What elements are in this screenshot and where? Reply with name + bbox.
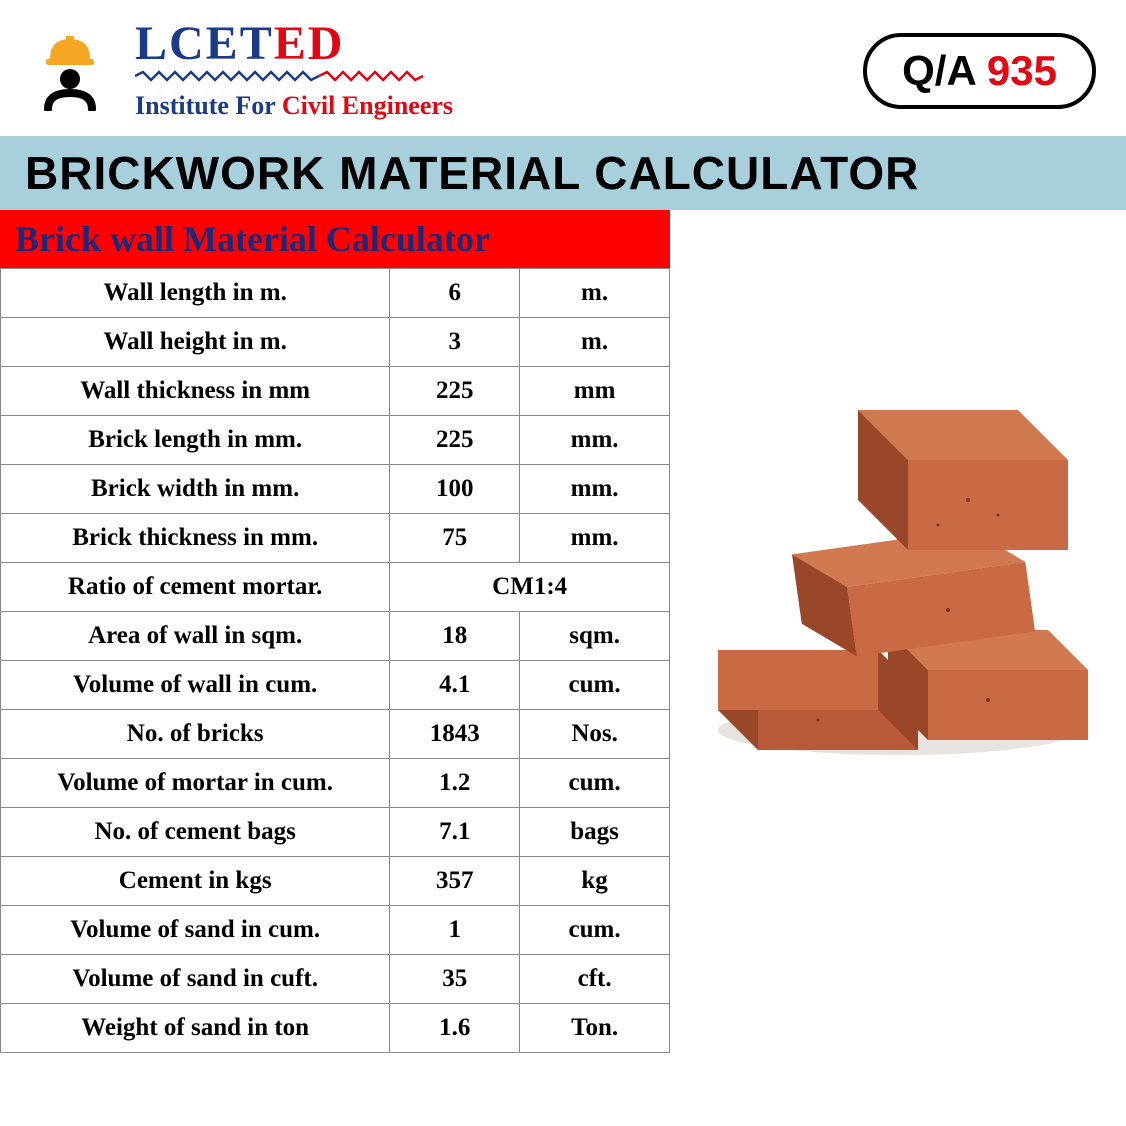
- row-label: Brick width in mm.: [1, 465, 390, 514]
- row-label: Wall height in m.: [1, 318, 390, 367]
- table-title: Brick wall Material Calculator: [0, 210, 670, 268]
- row-label: No. of bricks: [1, 710, 390, 759]
- row-value: 7.1: [390, 808, 520, 857]
- table-wrap: Brick wall Material Calculator Wall leng…: [0, 210, 670, 1053]
- table-row: Volume of sand in cuft.35cft.: [1, 955, 670, 1004]
- bricks-image: [688, 350, 1108, 770]
- row-unit: sqm.: [520, 612, 670, 661]
- engineer-icon: [30, 31, 110, 111]
- row-unit: m.: [520, 269, 670, 318]
- row-value: 75: [390, 514, 520, 563]
- row-value: 1.6: [390, 1004, 520, 1053]
- table-row: Volume of mortar in cum.1.2cum.: [1, 759, 670, 808]
- row-value: 4.1: [390, 661, 520, 710]
- table-row: Cement in kgs357kg: [1, 857, 670, 906]
- qa-number: 935: [987, 47, 1057, 94]
- row-value: 225: [390, 367, 520, 416]
- row-value: 1843: [390, 710, 520, 759]
- row-label: Weight of sand in ton: [1, 1004, 390, 1053]
- row-unit: mm: [520, 367, 670, 416]
- row-label: Volume of mortar in cum.: [1, 759, 390, 808]
- row-unit: mm.: [520, 416, 670, 465]
- row-label: Wall length in m.: [1, 269, 390, 318]
- row-value: 18: [390, 612, 520, 661]
- row-unit: Nos.: [520, 710, 670, 759]
- table-row: Weight of sand in ton1.6Ton.: [1, 1004, 670, 1053]
- row-unit: cum.: [520, 759, 670, 808]
- table-row: Wall thickness in mm225mm: [1, 367, 670, 416]
- table-row: Ratio of cement mortar.CM1:4: [1, 563, 670, 612]
- row-label: Volume of sand in cum.: [1, 906, 390, 955]
- qa-label: Q/A: [902, 47, 987, 94]
- row-value: 6: [390, 269, 520, 318]
- row-value: 1: [390, 906, 520, 955]
- row-label: Brick thickness in mm.: [1, 514, 390, 563]
- table-row: Wall length in m.6m.: [1, 269, 670, 318]
- row-value: 3: [390, 318, 520, 367]
- row-label: Volume of sand in cuft.: [1, 955, 390, 1004]
- image-wrap: [670, 210, 1126, 770]
- logo-part1: LCET: [135, 17, 274, 70]
- logo-text-block: LCETED Institute For Civil Engineers: [135, 20, 838, 121]
- table-row: Volume of wall in cum.4.1cum.: [1, 661, 670, 710]
- row-unit: cum.: [520, 906, 670, 955]
- table-row: Brick width in mm.100mm.: [1, 465, 670, 514]
- row-unit: bags: [520, 808, 670, 857]
- table-row: Brick length in mm.225mm.: [1, 416, 670, 465]
- logo-underline: [135, 70, 425, 82]
- table-row: No. of bricks1843Nos.: [1, 710, 670, 759]
- row-unit: Ton.: [520, 1004, 670, 1053]
- row-unit: mm.: [520, 514, 670, 563]
- row-unit: cft.: [520, 955, 670, 1004]
- row-unit: m.: [520, 318, 670, 367]
- calculator-table: Wall length in m.6m.Wall height in m.3m.…: [0, 268, 670, 1053]
- logo-subtitle: Institute For Civil Engineers: [135, 91, 838, 121]
- logo-title: LCETED: [135, 20, 838, 68]
- row-unit: mm.: [520, 465, 670, 514]
- row-label: Area of wall in sqm.: [1, 612, 390, 661]
- main-title: BRICKWORK MATERIAL CALCULATOR: [0, 136, 1126, 210]
- table-row: Brick thickness in mm.75mm.: [1, 514, 670, 563]
- row-merged-value: CM1:4: [390, 563, 670, 612]
- row-value: 35: [390, 955, 520, 1004]
- row-label: Volume of wall in cum.: [1, 661, 390, 710]
- row-label: Ratio of cement mortar.: [1, 563, 390, 612]
- row-unit: kg: [520, 857, 670, 906]
- header: LCETED Institute For Civil Engineers Q/A…: [0, 0, 1126, 136]
- content: Brick wall Material Calculator Wall leng…: [0, 210, 1126, 1053]
- row-label: Wall thickness in mm: [1, 367, 390, 416]
- row-label: Cement in kgs: [1, 857, 390, 906]
- logo-part2: ED: [274, 17, 345, 70]
- qa-badge: Q/A 935: [863, 33, 1096, 109]
- subtitle-part1: Institute For: [135, 91, 282, 120]
- row-label: No. of cement bags: [1, 808, 390, 857]
- table-row: No. of cement bags7.1bags: [1, 808, 670, 857]
- row-value: 1.2: [390, 759, 520, 808]
- row-unit: cum.: [520, 661, 670, 710]
- subtitle-part2: Civil Engineers: [282, 91, 453, 120]
- row-value: 225: [390, 416, 520, 465]
- table-row: Area of wall in sqm.18sqm.: [1, 612, 670, 661]
- row-value: 357: [390, 857, 520, 906]
- row-value: 100: [390, 465, 520, 514]
- row-label: Brick length in mm.: [1, 416, 390, 465]
- table-row: Wall height in m.3m.: [1, 318, 670, 367]
- table-row: Volume of sand in cum.1cum.: [1, 906, 670, 955]
